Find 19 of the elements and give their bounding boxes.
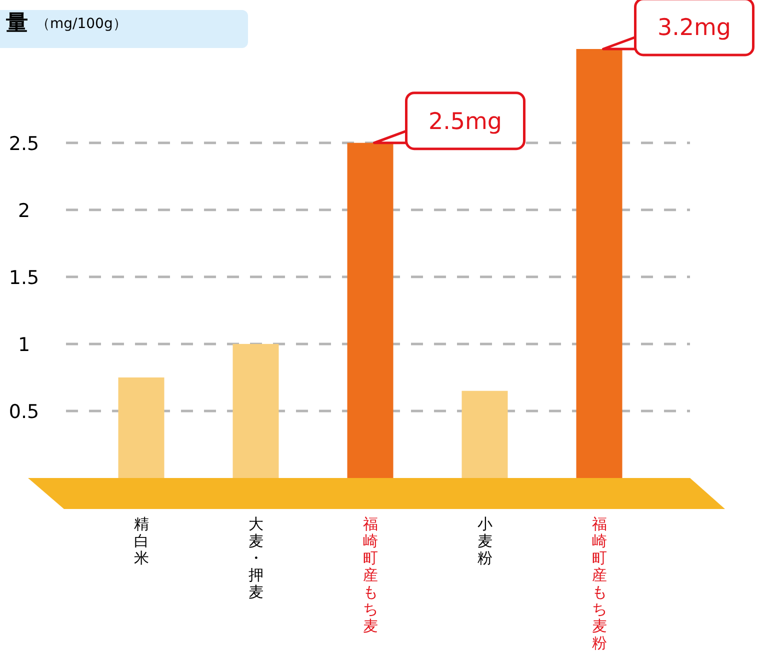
y-tick-label: 1: [18, 334, 30, 356]
x-tick-label: 福崎町産もち麦: [362, 515, 378, 635]
data-label: 3.2mg: [657, 15, 732, 41]
chart-subtitle: （mg/100g）: [36, 16, 127, 32]
x-tick-label: 福崎町産もち麦粉: [592, 515, 607, 652]
bar: [462, 390, 508, 478]
bar: [118, 377, 164, 478]
data-label: 2.5mg: [428, 108, 502, 135]
x-tick-label: 小麦粉: [477, 515, 492, 567]
x-tick-label: 精白米: [134, 515, 149, 567]
y-tick-label: 0.5: [8, 400, 40, 423]
bar: [347, 142, 394, 478]
bar: [576, 49, 622, 478]
chart-title: 量: [5, 11, 28, 36]
y-tick-label: 2.5: [8, 132, 40, 155]
bar: [232, 344, 279, 478]
y-tick-label: 2: [18, 200, 30, 222]
y-tick-label: 1.5: [8, 266, 40, 289]
x-tick-label: 大麦・押麦: [248, 515, 264, 601]
